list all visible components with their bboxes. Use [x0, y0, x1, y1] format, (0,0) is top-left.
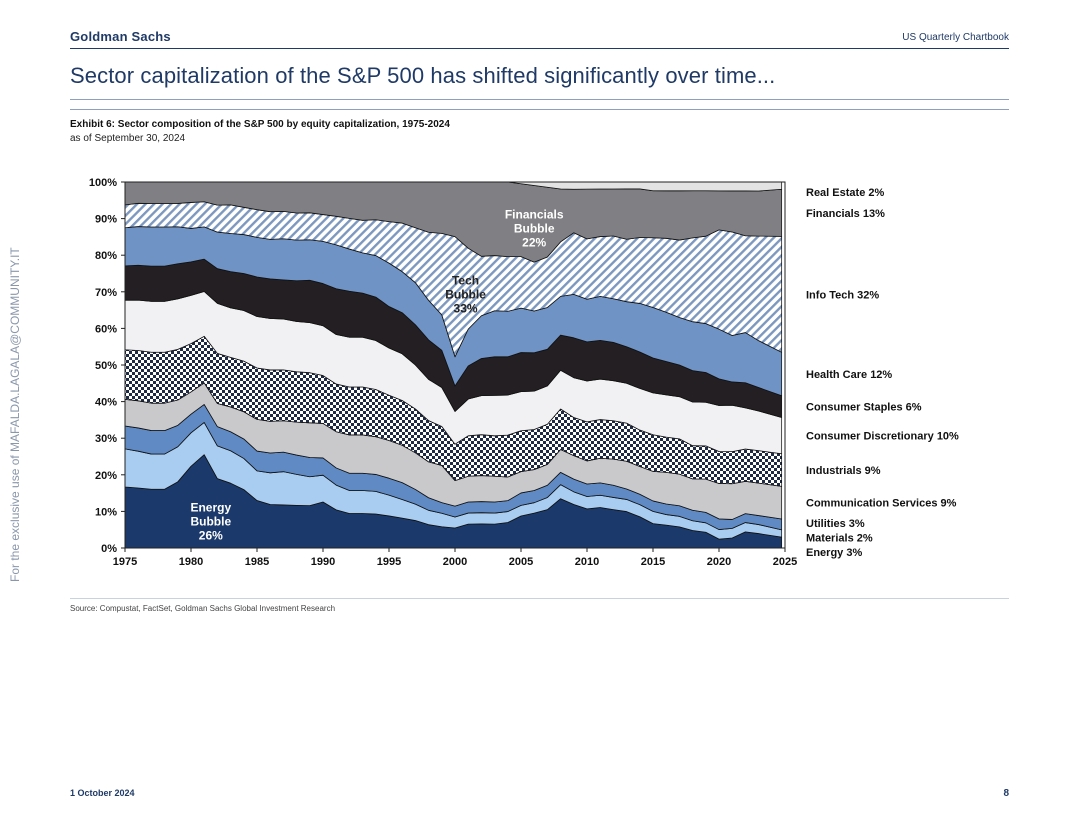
plot-end-gap [782, 182, 786, 548]
annotation-label: Bubble [445, 287, 486, 301]
x-tick-label: 2000 [443, 556, 467, 568]
headline-rule-top [70, 99, 1009, 100]
legend-label-energy: Energy 3% [806, 547, 862, 559]
y-tick-label: 100% [89, 177, 117, 189]
chart-legend: Real Estate 2% Financials 13% Info Tech 32… [806, 187, 959, 559]
annotation-label: 22% [522, 236, 546, 250]
x-tick-label: 1985 [245, 556, 269, 568]
x-tick-label: 1980 [179, 556, 203, 568]
legend-label-discretionary: Consumer Discretionary 10% [806, 431, 959, 443]
annotation-label: Energy [190, 500, 231, 514]
chart-annotations: FinancialsBubble22%TechBubble33%EnergyBu… [190, 208, 563, 543]
exhibit-subtitle: as of September 30, 2024 [70, 133, 186, 144]
annotation-label: 26% [199, 528, 223, 542]
x-tick-label: 1975 [113, 556, 137, 568]
y-tick-label: 20% [95, 470, 117, 482]
y-tick-label: 60% [95, 323, 117, 335]
legend-label-communication: Communication Services 9% [806, 498, 957, 510]
brand-name: Goldman Sachs [70, 29, 171, 44]
x-tick-label: 2005 [509, 556, 533, 568]
legend-label-infotech: Info Tech 32% [806, 289, 879, 301]
legend-label-staples: Consumer Staples 6% [806, 402, 922, 414]
source-note: Source: Compustat, FactSet, Goldman Sach… [70, 604, 336, 613]
headline-rule-bottom [70, 109, 1009, 110]
x-tick-label: 2010 [575, 556, 599, 568]
x-tick-label: 1995 [377, 556, 401, 568]
annotation-label: 33% [454, 301, 478, 315]
footer-date: 1 October 2024 [70, 788, 135, 798]
page-number: 8 [1003, 788, 1009, 799]
x-tick-label: 1990 [311, 556, 335, 568]
page-headline: Sector capitalization of the S&P 500 has… [70, 63, 776, 88]
x-tick-label: 2025 [773, 556, 797, 568]
y-tick-label: 90% [95, 214, 117, 226]
annotation-label: Tech [452, 273, 479, 287]
y-tick-label: 50% [95, 360, 117, 372]
y-tick-label: 10% [95, 506, 117, 518]
legend-label-materials: Materials 2% [806, 533, 873, 545]
annotation-label: Bubble [514, 222, 555, 236]
legend-label-utilities: Utilities 3% [806, 518, 865, 530]
watermark-text: For the exclusive use of MAFALDA.LAGALA@… [8, 247, 22, 582]
y-tick-label: 80% [95, 250, 117, 262]
legend-label-realestate: Real Estate 2% [806, 187, 884, 199]
sector-area-chart: 0% 10% 20% 30% 40% 50% 60% 70% 80% 90% 100% 1975 198… [89, 177, 959, 568]
x-tick-label: 2020 [707, 556, 731, 568]
exhibit-title: Exhibit 6: Sector composition of the S&P… [70, 119, 450, 130]
y-tick-label: 40% [95, 397, 117, 409]
y-tick-label: 70% [95, 287, 117, 299]
document-name: US Quarterly Chartbook [902, 32, 1009, 43]
y-tick-label: 30% [95, 433, 117, 445]
area-layers [124, 181, 786, 549]
y-tick-label: 0% [101, 543, 117, 555]
legend-label-health: Health Care 12% [806, 369, 892, 381]
legend-label-industrials: Industrials 9% [806, 465, 881, 477]
legend-label-financials: Financials 13% [806, 208, 885, 220]
x-tick-label: 2015 [641, 556, 665, 568]
annotation-label: Financials [505, 208, 564, 222]
source-rule [70, 598, 1009, 599]
chart-axes: 0% 10% 20% 30% 40% 50% 60% 70% 80% 90% 100% 1975 198… [89, 177, 797, 568]
header-rule [70, 48, 1009, 49]
annotation-label: Bubble [190, 514, 231, 528]
